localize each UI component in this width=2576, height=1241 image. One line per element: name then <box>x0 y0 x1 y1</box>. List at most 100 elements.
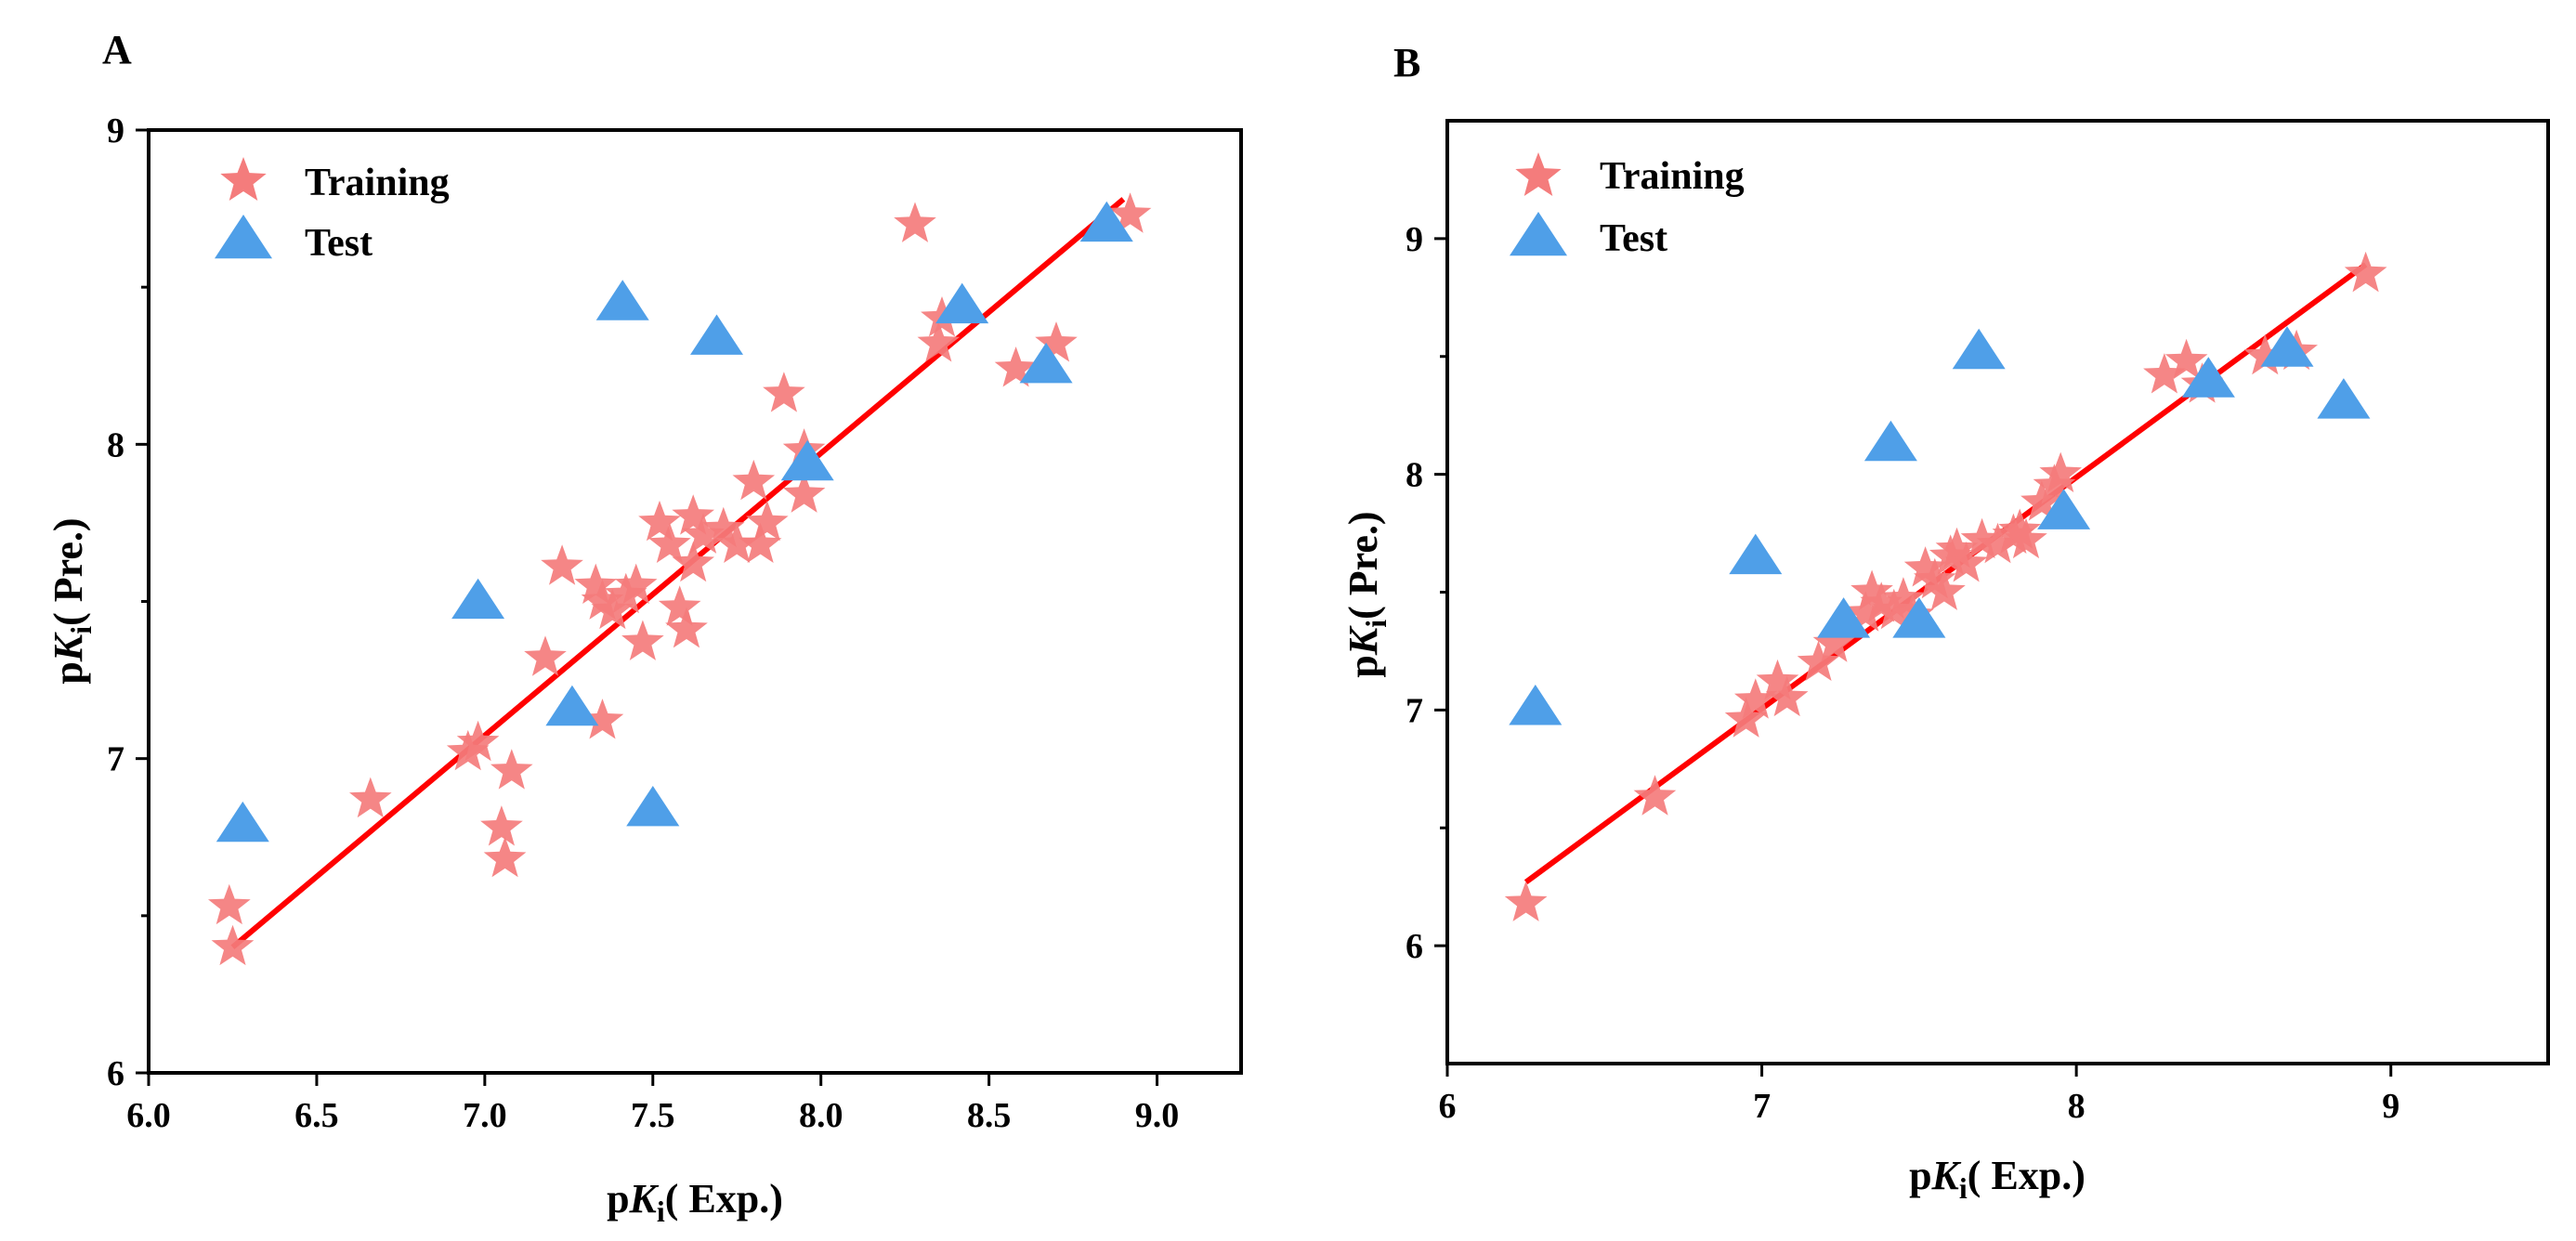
training-point <box>446 729 490 771</box>
training-point <box>1998 508 2041 549</box>
x-tick-label: 8.0 <box>799 1096 843 1135</box>
training-point <box>1976 522 2020 564</box>
training-point <box>1504 881 1548 921</box>
test-point <box>1509 685 1563 725</box>
training-point <box>349 777 392 818</box>
y-tick-label: 6 <box>107 1054 124 1093</box>
test-point <box>595 280 649 320</box>
training-point <box>732 459 776 501</box>
x-tick-label: 9.0 <box>1135 1096 1180 1135</box>
training-point <box>456 720 500 762</box>
legend-training-star-icon <box>1515 152 1562 196</box>
x-tick-label: 7 <box>1753 1087 1771 1126</box>
training-point <box>682 513 725 554</box>
panel-a-label: A <box>102 27 132 72</box>
training-point <box>1860 581 1903 622</box>
x-tick-label: 6.5 <box>294 1096 339 1135</box>
y-tick-label: 9 <box>1406 220 1423 259</box>
training-point <box>672 541 714 582</box>
training-point <box>1923 569 1966 610</box>
panel-b: B 6 7 8 9 6 7 8 9 Training Test pKi( Exp.) pKi(… <box>1340 40 2550 1205</box>
training-point <box>2344 251 2387 293</box>
training-point <box>1844 591 1888 632</box>
test-point <box>1817 597 1871 638</box>
test-point <box>1019 342 1073 384</box>
training-point <box>2039 451 2082 492</box>
training-point <box>2143 353 2186 394</box>
training-point <box>658 585 701 626</box>
x-tick-label: 8 <box>2068 1087 2086 1126</box>
y-tick-label: 9 <box>107 111 124 150</box>
panel-a: A 6.0 6.5 7.0 7.5 8.0 8.5 9.0 6 7 8 9 Training Tes… <box>46 27 1243 1228</box>
training-point <box>2164 338 2208 380</box>
training-point <box>211 924 255 966</box>
legend-training-label: Training <box>1600 155 1745 198</box>
panel-b-label: B <box>1393 40 1420 85</box>
training-point <box>483 836 527 878</box>
training-point <box>605 572 647 614</box>
legend-test-triangle-icon <box>1510 212 1567 256</box>
training-point <box>541 544 583 585</box>
y-tick-label: 7 <box>1406 691 1423 730</box>
test-point <box>216 801 269 843</box>
training-point <box>1812 621 1856 662</box>
y-tick-label: 8 <box>1406 456 1423 495</box>
training-point <box>894 202 936 242</box>
test-point <box>1079 201 1133 242</box>
training-point <box>1797 640 1840 681</box>
test-point <box>451 578 505 620</box>
x-tick-label: 6 <box>1439 1087 1457 1126</box>
training-point <box>1108 192 1152 233</box>
y-tick-label: 6 <box>1406 927 1423 966</box>
test-point <box>545 685 599 726</box>
test-point <box>626 786 680 827</box>
training-point <box>614 563 658 604</box>
training-point <box>917 321 961 362</box>
training-point <box>1903 546 1947 587</box>
training-point <box>1850 569 1893 610</box>
training-point <box>1724 697 1768 738</box>
training-point <box>208 883 251 925</box>
x-tick-label: 8.5 <box>967 1096 1012 1135</box>
test-point <box>1729 533 1783 575</box>
training-point <box>638 500 681 542</box>
training-point <box>994 346 1038 387</box>
panel-a-legend: Training Test <box>215 157 450 265</box>
test-point <box>1952 328 2006 370</box>
training-point <box>782 472 826 513</box>
x-tick-label: 6.0 <box>126 1096 171 1135</box>
training-point <box>490 749 533 790</box>
training-point <box>2243 333 2287 375</box>
y-tick-label: 7 <box>107 740 124 779</box>
training-point <box>1035 321 1078 362</box>
panel-b-legend: Training Test <box>1510 152 1745 260</box>
training-point <box>1765 675 1809 717</box>
training-point <box>746 500 789 542</box>
test-point <box>780 439 834 481</box>
training-point <box>1935 527 1979 568</box>
training-point <box>581 579 624 620</box>
training-point <box>648 522 691 563</box>
panel-a-y-axis-title: pKi( Pre.) <box>46 517 98 684</box>
training-point <box>480 805 523 846</box>
legend-test-triangle-icon <box>215 215 272 259</box>
x-tick-label: 7.5 <box>631 1096 675 1135</box>
panel-b-y-axis-title: pKi( Pre.) <box>1340 511 1393 677</box>
training-point <box>1756 659 1799 700</box>
legend-test-label: Test <box>305 222 373 265</box>
training-point <box>581 699 624 739</box>
training-point <box>665 607 708 648</box>
training-point <box>2005 517 2047 559</box>
x-tick-label: 9 <box>2382 1087 2399 1126</box>
training-point <box>1734 678 1777 719</box>
training-point <box>1914 557 1956 599</box>
training-point <box>524 635 567 676</box>
regression-fit-line <box>230 197 1126 949</box>
test-point <box>2260 326 2314 367</box>
training-point <box>739 522 782 563</box>
test-point <box>1863 420 1917 462</box>
test-point <box>2037 489 2091 529</box>
test-point <box>2317 378 2371 419</box>
training-point <box>1944 542 1988 582</box>
